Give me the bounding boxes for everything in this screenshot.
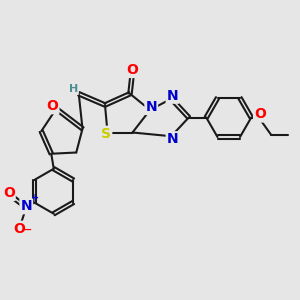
Text: N: N (167, 89, 178, 103)
Text: N: N (20, 199, 32, 213)
Text: N: N (167, 132, 178, 146)
Text: N: N (146, 100, 157, 114)
Text: O: O (254, 107, 266, 122)
Text: O: O (46, 99, 58, 113)
Text: O: O (13, 222, 25, 236)
Text: +: + (31, 193, 39, 203)
Text: H: H (69, 84, 78, 94)
Text: O: O (127, 63, 138, 77)
Text: −: − (23, 225, 33, 235)
Text: S: S (101, 127, 111, 141)
Text: O: O (3, 186, 15, 200)
